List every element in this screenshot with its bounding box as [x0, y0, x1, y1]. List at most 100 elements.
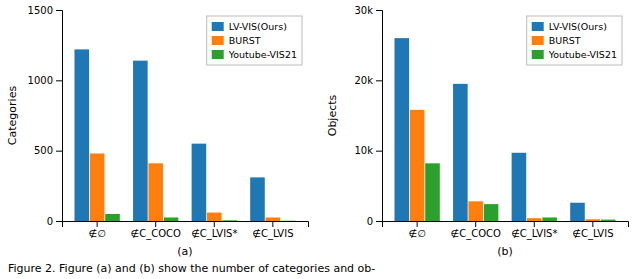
bar	[570, 203, 585, 221]
bar	[586, 219, 601, 221]
bar-series	[394, 38, 584, 221]
bar-series	[410, 110, 600, 221]
axis-line	[63, 222, 309, 228]
legend-label: LV-VIS(Ours)	[229, 21, 287, 32]
bar	[222, 220, 237, 221]
chart-container: 0 500 1000 1500 ∉∅ ∉C_COCO ∉C_LVIS* ∉C_LVIS Cate…	[0, 0, 640, 279]
tick-label: ∉∅	[88, 228, 105, 239]
y-axis-title: Categories	[6, 86, 19, 146]
x-axis-title: (b)	[497, 245, 513, 258]
tick-mark	[376, 10, 382, 11]
legend-swatch	[532, 36, 544, 45]
bar	[410, 110, 425, 221]
bars	[394, 38, 615, 221]
legend-label: BURST	[229, 35, 261, 46]
tick-mark	[534, 221, 535, 227]
bar	[250, 177, 265, 221]
tick: 500	[34, 145, 62, 156]
tick: 30k	[354, 5, 382, 16]
tick-mark	[97, 221, 98, 227]
tick-label: ∉C_COCO	[451, 228, 502, 240]
bar	[164, 217, 179, 221]
bar	[266, 217, 281, 221]
tick-label: ∉C_LVIS	[572, 228, 613, 240]
tick-label: 1500	[28, 5, 53, 16]
bar	[90, 153, 105, 221]
tick: 1000	[28, 75, 62, 86]
tick-mark	[56, 151, 62, 152]
legend-item: LV-VIS(Ours)	[212, 21, 287, 32]
bar	[148, 163, 163, 221]
tick-mark	[475, 221, 476, 227]
bar	[133, 61, 148, 221]
bar	[192, 144, 207, 221]
legend-swatch	[212, 36, 224, 45]
legend: LV-VIS(Ours) BURST Youtube-VIS21	[207, 16, 302, 65]
tick: ∉C_LVIS	[252, 221, 293, 240]
tick-label: ∉C_COCO	[131, 228, 182, 240]
tick-mark	[56, 10, 62, 11]
legend-label: Youtube-VIS21	[228, 49, 297, 60]
tick: ∉C_COCO	[451, 221, 502, 240]
legend-label: LV-VIS(Ours)	[549, 21, 607, 32]
bar	[425, 163, 440, 221]
legend-item: Youtube-VIS21	[212, 49, 297, 60]
legend-swatch	[212, 50, 224, 59]
bar	[527, 218, 542, 221]
bar	[468, 201, 483, 221]
legend-box	[207, 16, 302, 65]
axis-line	[383, 222, 629, 228]
tick-label: ∉C_LVIS*	[191, 228, 237, 240]
x-axis-title: (a)	[177, 245, 192, 258]
bars	[74, 49, 295, 221]
tick-mark	[376, 80, 382, 81]
tick-mark	[592, 221, 593, 227]
tick-mark	[214, 221, 215, 227]
tick: ∉C_COCO	[131, 221, 182, 240]
bar	[601, 220, 616, 221]
bar	[74, 49, 89, 221]
y-axis: 0 10k 20k 30k	[354, 5, 382, 227]
legend-item: Youtube-VIS21	[532, 49, 617, 60]
legend: LV-VIS(Ours) BURST Youtube-VIS21	[527, 16, 622, 65]
tick: 0	[367, 216, 382, 227]
tick-label: 20k	[354, 75, 373, 86]
tick: ∉C_LVIS*	[511, 221, 557, 240]
legend-label: Youtube-VIS21	[548, 49, 617, 60]
legend-box	[527, 16, 622, 65]
bar-series	[90, 153, 280, 221]
x-axis: ∉∅ ∉C_COCO ∉C_LVIS* ∉C_LVIS	[383, 221, 629, 240]
tick-mark	[417, 221, 418, 227]
tick-mark	[56, 80, 62, 81]
tick: 1500	[28, 5, 62, 16]
tick: 0	[47, 216, 62, 227]
y-axis: 0 500 1000 1500	[28, 5, 63, 227]
legend-item: BURST	[532, 35, 581, 46]
tick-mark	[155, 221, 156, 227]
bar	[542, 217, 557, 221]
tick-label: ∉C_LVIS	[252, 228, 293, 240]
tick-mark	[56, 221, 62, 222]
bar-series	[74, 49, 264, 221]
legend-swatch	[532, 22, 544, 31]
tick-label: 1000	[28, 75, 53, 86]
legend-item: BURST	[212, 35, 261, 46]
tick-label: 0	[47, 216, 53, 227]
panel: 010k20k30k∉∅∉C_COCO∉C_LVIS*∉C_LVISObject…	[326, 5, 629, 258]
tick-label: 0	[367, 216, 373, 227]
legend-swatch	[532, 50, 544, 59]
tick: 20k	[354, 75, 382, 86]
legend-swatch	[212, 22, 224, 31]
tick-label: ∉∅	[408, 228, 425, 239]
axis-line	[56, 11, 63, 222]
tick-label: 10k	[354, 145, 373, 156]
tick-label: 500	[34, 145, 53, 156]
tick-label: ∉C_LVIS*	[511, 228, 557, 240]
bar	[394, 38, 409, 221]
tick: ∉C_LVIS	[572, 221, 613, 240]
tick-label: 30k	[354, 5, 373, 16]
bar	[484, 204, 499, 221]
tick: ∉∅	[408, 221, 425, 239]
axis-line	[376, 11, 383, 222]
panel: 0 500 1000 1500 ∉∅ ∉C_COCO ∉C_LVIS* ∉C_LVIS Cate…	[6, 5, 309, 258]
